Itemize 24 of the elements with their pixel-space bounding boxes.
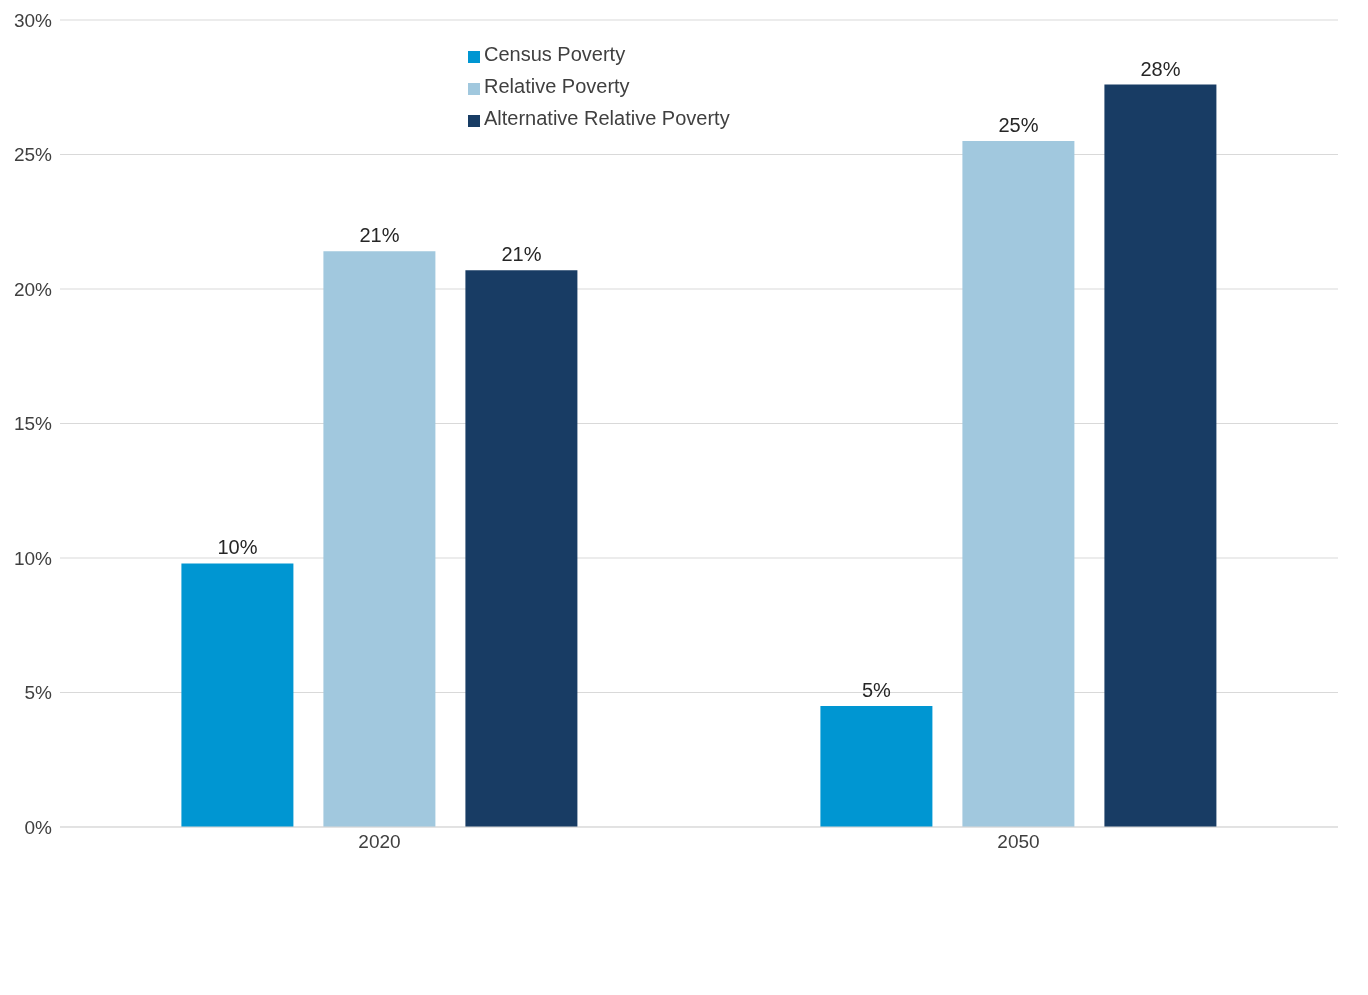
y-tick-label: 15% <box>13 413 53 435</box>
bar <box>1104 84 1217 827</box>
bar <box>181 563 294 827</box>
y-tick-label: 0% <box>24 816 53 838</box>
data-label: 28% <box>1140 57 1181 80</box>
legend-label: Census Poverty <box>484 43 626 65</box>
y-tick-label: 5% <box>24 682 53 704</box>
bar <box>820 705 933 827</box>
x-tick-label: 2050 <box>997 831 1040 853</box>
y-tick-label: 30% <box>13 9 53 31</box>
y-tick-label: 25% <box>13 144 53 166</box>
bar <box>465 270 578 827</box>
legend-label: Alternative Relative Poverty <box>484 107 730 129</box>
legend-label: Relative Poverty <box>484 75 630 97</box>
data-label: 5% <box>861 678 892 701</box>
data-label: 25% <box>998 114 1039 137</box>
bar <box>962 141 1075 827</box>
data-label: 21% <box>501 243 542 266</box>
y-tick-label: 20% <box>13 278 53 300</box>
y-tick-label: 10% <box>13 547 53 569</box>
x-tick-label: 2020 <box>358 831 401 853</box>
data-label: 21% <box>359 224 400 247</box>
data-label: 10% <box>217 536 258 559</box>
bar <box>323 251 436 827</box>
